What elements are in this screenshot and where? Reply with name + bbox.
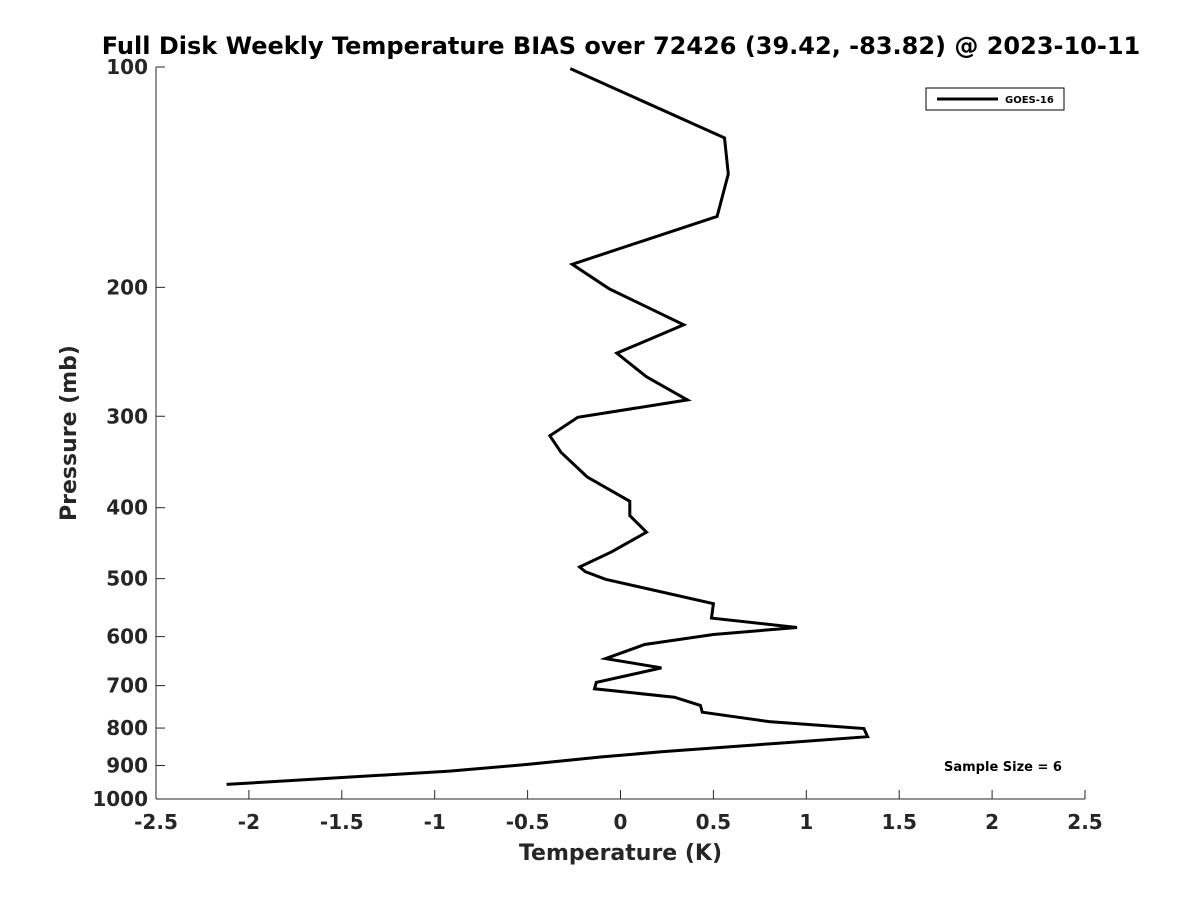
y-tick-label: 800 bbox=[106, 716, 148, 740]
x-tick-label: 1 bbox=[799, 810, 813, 834]
chart-title: Full Disk Weekly Temperature BIAS over 7… bbox=[102, 32, 1141, 60]
y-tick-label: 100 bbox=[106, 55, 148, 79]
y-tick-label: 700 bbox=[106, 674, 148, 698]
series-line-goes-16 bbox=[226, 67, 870, 786]
y-tick-label: 300 bbox=[106, 404, 148, 428]
x-tick-label: 0 bbox=[614, 810, 628, 834]
y-tick-label: 500 bbox=[106, 567, 148, 591]
x-axis-ticks: -2.5 -2 -1.5 -1 -0.5 0 0.5 1 1.5 2 2.5 bbox=[134, 790, 1103, 834]
x-tick-label: 1.5 bbox=[881, 810, 916, 834]
legend: GOES-16 bbox=[925, 87, 1065, 111]
y-tick-label: 400 bbox=[106, 496, 148, 520]
y-tick-label: 200 bbox=[106, 275, 148, 299]
y-tick-label: 900 bbox=[106, 754, 148, 778]
x-axis-label: Temperature (K) bbox=[519, 841, 722, 866]
x-tick-label: -1 bbox=[424, 810, 446, 834]
x-tick-label: 0.5 bbox=[696, 810, 731, 834]
x-tick-label: -0.5 bbox=[506, 810, 550, 834]
y-axis-label: Pressure (mb) bbox=[57, 345, 82, 521]
plot-area bbox=[156, 67, 1085, 799]
y-tick-label: 1000 bbox=[92, 787, 148, 811]
x-tick-label: -2 bbox=[238, 810, 260, 834]
x-tick-label: -1.5 bbox=[320, 810, 364, 834]
x-tick-label: 2.5 bbox=[1067, 810, 1102, 834]
sample-size-annotation: Sample Size = 6 bbox=[944, 760, 1062, 775]
y-tick-label: 600 bbox=[106, 625, 148, 649]
legend-label: GOES-16 bbox=[1005, 95, 1054, 106]
x-tick-label: 2 bbox=[985, 810, 999, 834]
x-tick-label: -2.5 bbox=[134, 810, 178, 834]
y-axis-ticks: 100 200 300 400 500 600 700 800 900 1000 bbox=[92, 55, 165, 811]
